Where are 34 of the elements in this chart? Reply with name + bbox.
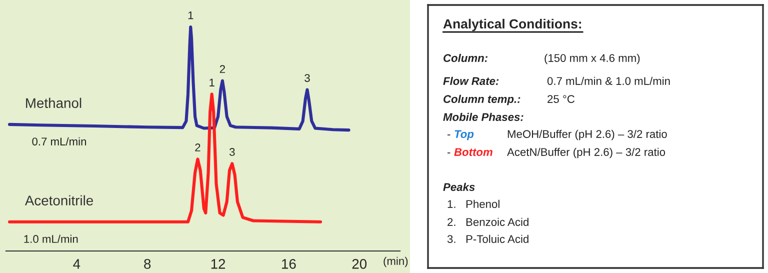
text: 1. Phenol	[448, 200, 500, 208]
text: Column:	[444, 54, 488, 62]
annotation: 2	[220, 65, 225, 73]
series-label: Methanol	[26, 98, 82, 108]
annotation: 3	[229, 148, 235, 156]
text: Bottom	[454, 148, 492, 156]
text: 3. P-Toluic Acid	[447, 234, 528, 243]
text: Top	[454, 130, 474, 140]
text: -	[447, 152, 450, 154]
text: 0.7 mL/min & 1.0 mL/min	[547, 76, 670, 85]
annotation: 2	[195, 144, 200, 152]
text: MeOH/Buffer (pH 2.6) – 3/2 ratio	[508, 130, 667, 140]
x-tick-label: 16	[282, 259, 296, 269]
annotation: 1	[210, 78, 214, 86]
x-tick-label: 20	[352, 259, 367, 269]
text: Mobile Phases:	[443, 112, 524, 121]
x-tick-label: 12	[211, 259, 226, 269]
text: Analytical Conditions:	[443, 18, 582, 32]
text: Flow Rate:	[443, 76, 499, 85]
annotation: 0.7 mL/min	[32, 137, 86, 146]
text: (150 mm x 4.6 mm)	[544, 54, 640, 64]
text: Peaks	[443, 182, 475, 191]
series-label: Acetonitrile	[24, 195, 93, 206]
text: 25 °C	[548, 95, 574, 103]
annotation: 1	[188, 11, 194, 20]
text: Column temp.:	[444, 94, 520, 106]
text: AcetN/Buffer (pH 2.6) – 3/2 ratio	[507, 148, 666, 158]
x-axis-title: (min)	[384, 256, 408, 268]
annotation: 1.0 mL/min	[24, 234, 78, 243]
x-tick-label: 4	[73, 259, 80, 269]
text: 2. Benzoic Acid	[448, 218, 528, 226]
annotation: 3	[304, 74, 310, 82]
x-tick-label: 8	[144, 259, 151, 269]
text: -	[447, 134, 450, 136]
